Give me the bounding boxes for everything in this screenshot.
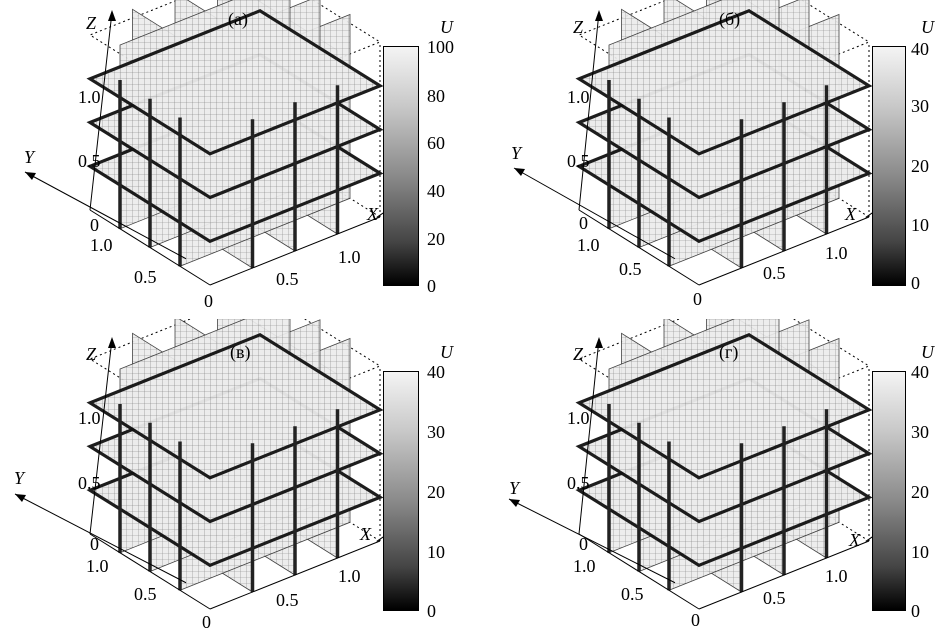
colorbar-tick-30-d: 30 — [911, 423, 929, 441]
z-axis-label-b: Z — [573, 18, 583, 36]
colorbar-tick-20-d: 20 — [911, 483, 929, 501]
y-tick-0-c: 0 — [202, 613, 211, 631]
panel-label-c: (в) — [230, 343, 251, 361]
colorbar-tick-10-d: 10 — [911, 543, 929, 561]
colorbar-tick-10-b: 10 — [911, 216, 929, 234]
colorbar-tick-40-b: 40 — [911, 40, 929, 58]
colorbar-title-b: U — [921, 18, 934, 36]
x-axis-label-a: X — [367, 205, 378, 223]
panel-d: (г) Z Y X 1.0 0.5 0 1.0 0.5 0 0.5 1.0 U … — [469, 319, 938, 638]
cube-plot-b — [469, 0, 938, 319]
y-tick-0-a: 0 — [204, 292, 213, 310]
x-tick-05-a: 0.5 — [276, 270, 299, 288]
colorbar-tick-20-b: 20 — [911, 157, 929, 175]
z-tick-05-d: 0.5 — [567, 474, 590, 492]
y-tick-05-d: 0.5 — [621, 585, 644, 603]
x-tick-05-d: 0.5 — [763, 589, 786, 607]
colorbar-title-d: U — [921, 343, 934, 361]
y-tick-0-b: 0 — [693, 290, 702, 308]
z-tick-0-c: 0 — [90, 535, 99, 553]
z-tick-05-b: 0.5 — [567, 152, 590, 170]
colorbar-c — [383, 371, 419, 611]
y-tick-1-c: 1.0 — [86, 557, 109, 575]
y-tick-1-a: 1.0 — [90, 236, 113, 254]
z-tick-1-d: 1.0 — [567, 409, 590, 427]
z-tick-0-b: 0 — [579, 214, 588, 232]
z-tick-0-d: 0 — [579, 535, 588, 553]
panel-label-d: (г) — [719, 343, 738, 361]
y-axis-label-d: Y — [509, 479, 519, 497]
y-tick-1-b: 1.0 — [577, 236, 600, 254]
colorbar-tick-30-c: 30 — [427, 423, 445, 441]
z-tick-05-a: 0.5 — [78, 152, 101, 170]
y-tick-1-d: 1.0 — [573, 557, 596, 575]
z-axis-label-a: Z — [86, 14, 96, 32]
colorbar-tick-30-b: 30 — [911, 97, 929, 115]
z-tick-1-a: 1.0 — [78, 88, 101, 106]
y-tick-05-a: 0.5 — [134, 268, 157, 286]
panel-label-b: (б) — [719, 10, 740, 28]
colorbar-tick-10-c: 10 — [427, 543, 445, 561]
z-tick-1-b: 1.0 — [567, 88, 590, 106]
colorbar-b — [872, 46, 906, 286]
panel-label-a: (а) — [228, 10, 248, 28]
colorbar-tick-40-c: 40 — [427, 363, 445, 381]
z-axis-label-c: Z — [86, 345, 96, 363]
x-tick-05-c: 0.5 — [276, 591, 299, 609]
colorbar-title-a: U — [440, 18, 453, 36]
x-tick-1-b: 1.0 — [825, 244, 848, 262]
colorbar-tick-0-b: 0 — [911, 274, 920, 292]
y-tick-05-b: 0.5 — [619, 260, 642, 278]
colorbar-title-c: U — [440, 343, 453, 361]
x-axis-label-c: X — [360, 525, 371, 543]
colorbar-d — [872, 371, 906, 611]
x-axis-label-b: X — [845, 205, 856, 223]
z-axis-label-d: Z — [573, 345, 583, 363]
panel-c: (в) Z Y X 1.0 0.5 0 1.0 0.5 0 0.5 1.0 U … — [0, 319, 469, 638]
colorbar-a — [383, 46, 419, 286]
colorbar-tick-100-a: 100 — [427, 38, 454, 56]
colorbar-tick-40-a: 40 — [427, 182, 445, 200]
cube-plot-d — [469, 319, 938, 638]
x-tick-1-d: 1.0 — [825, 567, 848, 585]
x-axis-label-d: X — [849, 531, 860, 549]
z-tick-1-c: 1.0 — [78, 409, 101, 427]
y-axis-label-a: Y — [24, 148, 34, 166]
y-tick-0-d: 0 — [691, 611, 700, 629]
panel-a: (а) Z Y X 1.0 0.5 0 1.0 0.5 0 0.5 1.0 U … — [0, 0, 469, 319]
y-tick-05-c: 0.5 — [134, 585, 157, 603]
z-tick-0-a: 0 — [90, 216, 99, 234]
y-axis-label-c: Y — [14, 469, 24, 487]
colorbar-tick-40-d: 40 — [911, 363, 929, 381]
colorbar-tick-0-a: 0 — [427, 277, 436, 295]
panel-b: (б) Z Y X 1.0 0.5 0 1.0 0.5 0 0.5 1.0 U … — [469, 0, 938, 319]
colorbar-tick-20-a: 20 — [427, 230, 445, 248]
x-tick-1-a: 1.0 — [338, 248, 361, 266]
colorbar-tick-0-c: 0 — [427, 602, 436, 620]
x-tick-1-c: 1.0 — [338, 567, 361, 585]
colorbar-tick-60-a: 60 — [427, 134, 445, 152]
colorbar-tick-0-d: 0 — [911, 602, 920, 620]
y-axis-label-b: Y — [511, 144, 521, 162]
z-tick-05-c: 0.5 — [78, 474, 101, 492]
colorbar-tick-80-a: 80 — [427, 87, 445, 105]
x-tick-05-b: 0.5 — [763, 264, 786, 282]
colorbar-tick-20-c: 20 — [427, 483, 445, 501]
